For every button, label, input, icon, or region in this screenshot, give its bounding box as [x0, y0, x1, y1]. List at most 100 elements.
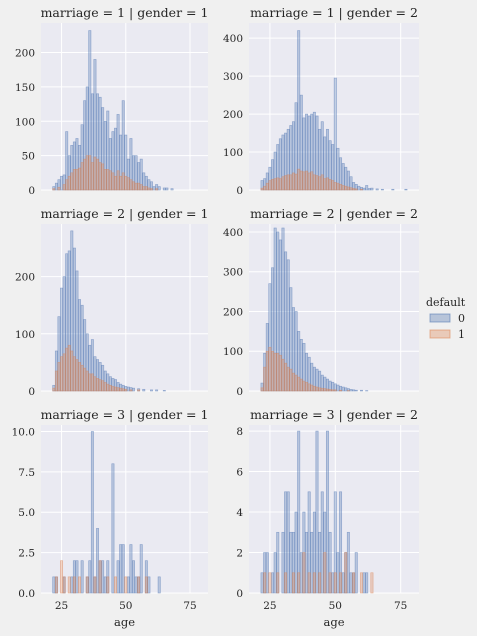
- histogram-bar-default-0: [265, 552, 269, 594]
- histogram-bar-default-1: [339, 184, 343, 191]
- histogram-bar-default-0: [155, 389, 159, 392]
- histogram-bar-default-0: [273, 552, 277, 594]
- histogram-bar-default-0: [341, 572, 345, 594]
- histogram-bar-default-0: [260, 572, 264, 594]
- histogram-bar-default-1: [93, 156, 97, 191]
- histogram-bar-default-1: [318, 387, 322, 392]
- histogram-bar-default-0: [134, 576, 138, 594]
- histogram-bar-default-1: [70, 172, 74, 191]
- histogram-bar-default-1: [297, 572, 301, 594]
- histogram-bar-default-0: [152, 186, 156, 191]
- histogram-bar-default-1: [60, 356, 64, 392]
- histogram-bar-default-0: [126, 386, 130, 392]
- histogram-bar-default-1: [65, 347, 69, 392]
- histogram-bar-default-1: [101, 380, 105, 392]
- y-tick-label: 100: [223, 346, 243, 358]
- legend: default 0 1: [426, 296, 466, 341]
- histogram-bar-default-1: [57, 186, 61, 191]
- histogram-bar-default-1: [96, 378, 99, 392]
- histogram-bar-default-1: [116, 387, 120, 392]
- histogram-bar-default-1: [134, 182, 138, 191]
- histogram-bar-default-1: [93, 376, 97, 392]
- histogram-bar-default-1: [344, 185, 348, 191]
- histogram-bar-default-0: [101, 560, 105, 594]
- histogram-bar-default-0: [359, 389, 363, 392]
- histogram-bar-default-0: [346, 531, 350, 594]
- histogram-bar-default-1: [137, 576, 141, 594]
- histogram-bar-default-1: [80, 364, 84, 392]
- histogram-bar-default-1: [114, 576, 117, 594]
- histogram-bar-default-0: [111, 463, 115, 594]
- histogram-bar-default-1: [284, 362, 288, 392]
- histogram-bar-default-1: [155, 188, 159, 191]
- histogram-bar-default-0: [344, 387, 348, 392]
- histogram-bar-default-1: [284, 175, 288, 191]
- y-tick-label: 7.5: [18, 467, 35, 479]
- histogram-bar-default-0: [121, 544, 125, 594]
- histogram-bar-default-1: [265, 182, 269, 191]
- legend-label-0: 0: [458, 312, 465, 325]
- histogram-bar-default-1: [142, 186, 146, 191]
- x-tick-label: 50: [119, 600, 132, 612]
- histogram-bar-default-1: [72, 576, 76, 594]
- histogram-bar-default-1: [90, 162, 94, 191]
- y-tick-label: 150: [15, 82, 35, 94]
- histogram-bar-default-0: [375, 188, 379, 191]
- histogram-bar-default-0: [297, 30, 301, 191]
- histogram-bar-default-0: [297, 430, 301, 594]
- histogram-bar-default-0: [299, 552, 303, 594]
- facet-title: marriage = 3 | gender = 2: [250, 407, 418, 422]
- histogram-bar-default-0: [52, 576, 56, 594]
- histogram-bar-default-0: [165, 187, 169, 191]
- histogram-bar-default-0: [142, 388, 146, 392]
- y-tick-label: 0: [28, 185, 35, 197]
- histogram-bar-default-1: [307, 572, 311, 594]
- histogram-bar-default-1: [111, 386, 115, 392]
- histogram-bar-default-1: [268, 180, 272, 191]
- x-tick-label: 25: [263, 600, 276, 612]
- histogram-bar-default-1: [302, 171, 306, 191]
- facet-title: marriage = 2 | gender = 2: [250, 206, 418, 221]
- y-tick-label: 6: [236, 467, 243, 479]
- histogram-bar-default-1: [286, 366, 290, 392]
- histogram-bar-default-0: [404, 188, 408, 191]
- histogram-bar-default-0: [157, 576, 161, 594]
- histogram-bar-default-1: [339, 572, 343, 594]
- histogram-bar-default-1: [103, 169, 107, 191]
- histogram-bar-default-1: [333, 182, 337, 191]
- histogram-bar-default-1: [263, 366, 267, 392]
- legend-swatch-1: [429, 329, 451, 339]
- histogram-bar-default-1: [281, 358, 285, 392]
- histogram-bar-default-0: [147, 576, 151, 594]
- histogram-bar-default-1: [126, 177, 130, 191]
- histogram-bar-default-1: [260, 187, 264, 191]
- y-tick-label: 2: [236, 548, 243, 560]
- y-tick-label: 400: [223, 227, 243, 239]
- histogram-bar-default-1: [67, 576, 71, 594]
- histogram-bar-default-1: [336, 182, 340, 191]
- x-tick-label: 25: [55, 600, 68, 612]
- histogram-bar-default-0: [325, 430, 329, 594]
- histogram-bar-default-1: [320, 387, 324, 392]
- x-tick-label: 75: [183, 600, 196, 612]
- histogram-bar-default-1: [70, 350, 74, 392]
- histogram-bar-default-1: [349, 187, 353, 191]
- histogram-bar-default-0: [310, 531, 314, 594]
- histogram-bar-default-0: [54, 182, 58, 191]
- histogram-bar-default-1: [106, 169, 110, 191]
- histogram-bar-default-0: [362, 187, 366, 191]
- legend-label-1: 1: [458, 328, 465, 341]
- histogram-bar-default-0: [341, 386, 345, 392]
- histogram-bar-default-0: [157, 186, 161, 191]
- y-tick-label: 0: [236, 185, 243, 197]
- y-tick-label: 50: [22, 151, 35, 163]
- histogram-bar-default-1: [297, 168, 301, 191]
- y-tick-label: 300: [223, 71, 243, 83]
- histogram-bar-default-0: [129, 544, 133, 594]
- histogram-bar-default-1: [78, 576, 81, 594]
- histogram-bar-default-1: [137, 389, 141, 392]
- histogram-bar-default-0: [315, 430, 319, 594]
- histogram-bar-default-1: [121, 388, 125, 392]
- histogram-bar-default-1: [96, 158, 99, 191]
- histogram-bar-default-1: [144, 186, 148, 191]
